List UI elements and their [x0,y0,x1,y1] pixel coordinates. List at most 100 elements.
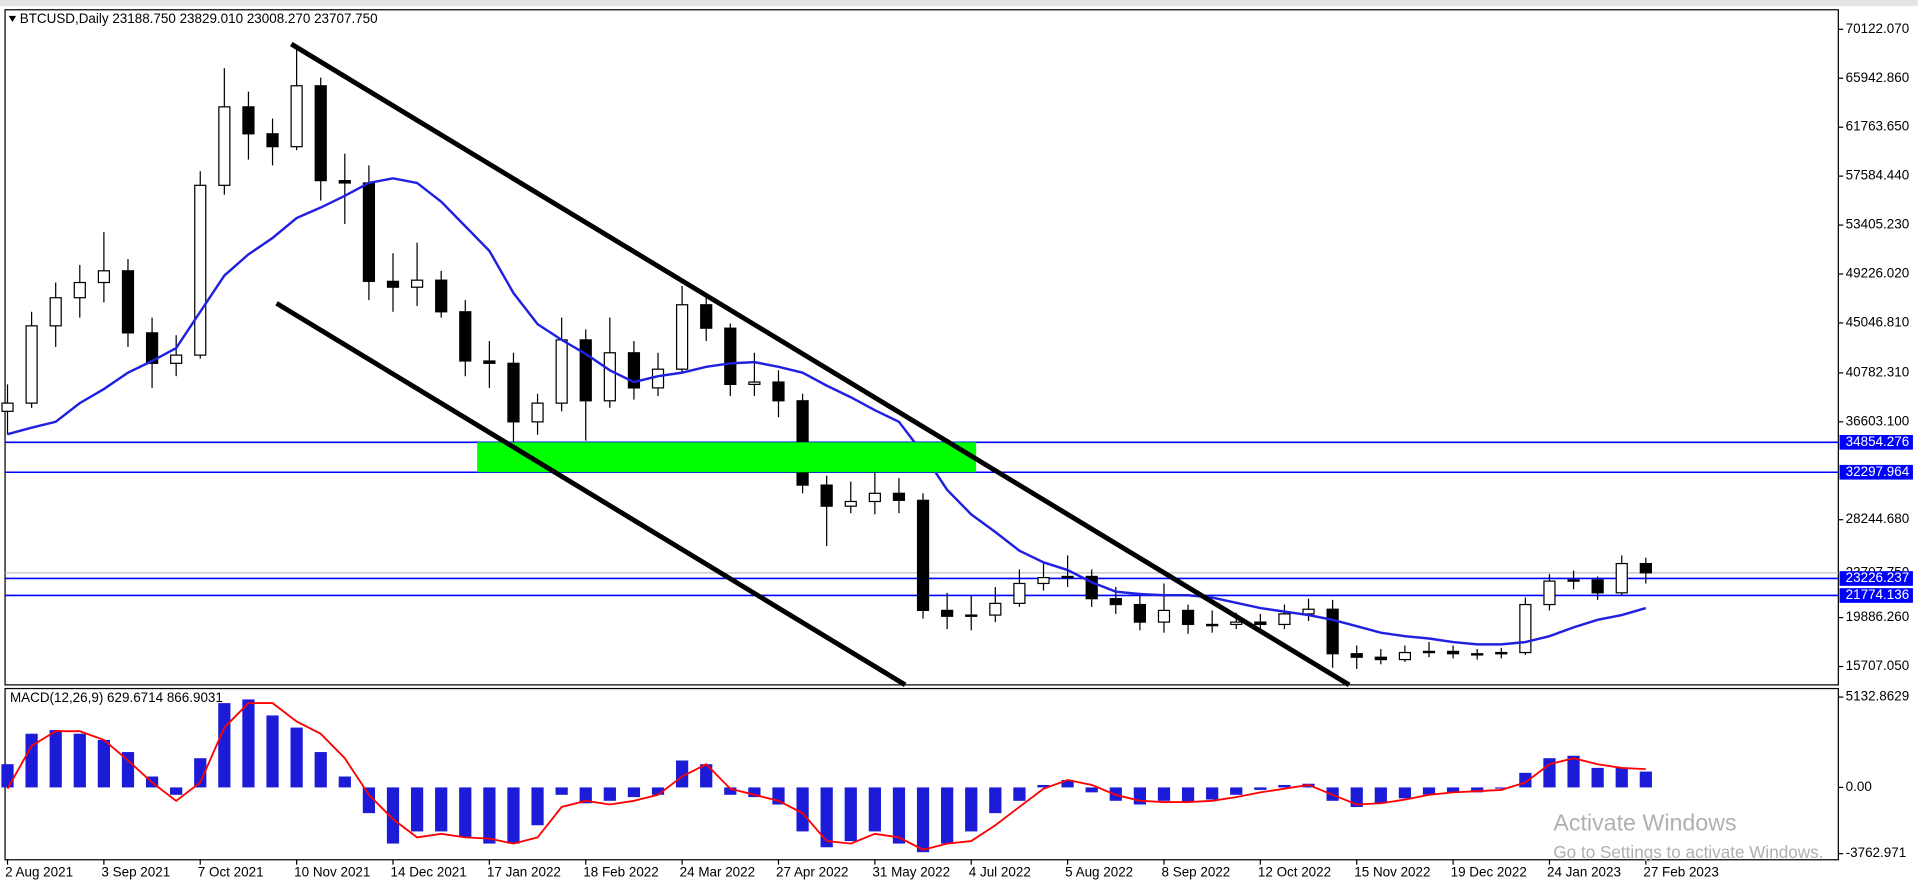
price-panel-frame [4,9,1839,686]
macd-bar [965,787,978,832]
x-tick-label: 19 Dec 2022 [1451,865,1527,880]
x-tick-label: 24 Mar 2022 [680,865,755,880]
candle-body [1591,579,1604,594]
x-tick-label: 2 Aug 2021 [5,865,73,880]
y-tick-label: 40782.310 [1846,364,1910,379]
macd-bar [651,787,665,795]
signal-line [6,702,1646,851]
y-tick-label: 19886.260 [1846,609,1910,624]
macd-bar [941,787,954,844]
candle-body [1230,621,1243,626]
labels-layer: 70122.070 65942.860 61763.650 57584.440 5340… [5,21,1913,880]
candle-body [1519,603,1532,654]
macd-bar [627,787,641,798]
candle-body [338,180,351,184]
candle-body [73,281,86,299]
candle-body [1398,651,1412,661]
x-tick-label: 27 Apr 2022 [776,865,848,880]
price-title: BTCUSD,Daily 23188.750 23829.010 23008.2… [20,11,378,26]
candle-body [435,279,448,313]
y-tick-label: 28244.680 [1846,511,1910,526]
watermark-subtitle: Go to Settings to activate Windows. [1553,843,1823,862]
candle-body [748,381,761,386]
candle-body [1639,562,1652,574]
macd-bar [170,787,183,795]
macd-bar [1495,787,1508,789]
candle-body [531,402,544,423]
candle-body [1278,613,1291,626]
candle-body [555,339,568,404]
channel-upper-line [289,41,1351,687]
macd-bar [579,787,592,804]
y-tick-label: 49226.020 [1846,266,1910,281]
candle-body [266,133,279,148]
x-tick-label: 3 Sep 2021 [101,865,170,880]
candle-body [507,362,520,423]
macd-bar [218,703,231,788]
level-label: 34854.276 [1846,434,1910,449]
candle-body [820,484,833,507]
watermark-title: Activate Windows [1553,809,1736,835]
y-tick-label: 15707.050 [1846,658,1910,673]
macd-bar [1230,787,1243,795]
candle-body [651,368,665,389]
candle-body [1302,608,1315,615]
y-tick-label: 53405.230 [1846,217,1910,232]
macd-bar [49,730,62,788]
y-tick-label: 65942.860 [1846,70,1910,85]
candle-body [1157,609,1171,623]
macd-bar [1446,787,1460,793]
candle-body [170,354,183,364]
macd-bar [507,787,520,844]
macd-bar [290,727,303,788]
candle-body [772,381,785,402]
macd-bar [1374,787,1387,804]
y-tick-label: 57584.440 [1846,168,1910,183]
candle-body [362,182,376,282]
candle-body [1543,580,1556,606]
macd-bar [1157,787,1171,801]
macd-title: MACD(12,26,9) 629.6714 866.9031 [10,690,223,705]
macd-bar [1591,767,1604,788]
macd-bar [1206,787,1219,800]
macd-bar [989,787,1002,814]
macd-bar [1254,787,1267,790]
candle-body [1374,656,1387,661]
candle-body [1013,582,1026,604]
macd-bar [362,787,376,814]
macd-bar [724,787,737,795]
moving-average-line [7,177,1647,646]
candle-body [386,280,400,288]
macd-bar [97,739,110,788]
level-label-box [1839,434,1913,450]
candle-body [97,270,110,284]
macd-bar [1350,787,1363,807]
macd-bar [1567,755,1580,788]
macd-bar [820,787,833,848]
macd-bar [1061,780,1074,788]
macd-bar [338,776,351,788]
macd-bar [1615,767,1628,788]
candle-body [1109,598,1122,606]
macd-bar [555,787,568,795]
macd-bar [700,764,713,788]
candle-body [290,85,303,148]
level-label-box [1839,464,1913,480]
candle-body [1495,651,1508,655]
support-zone [477,442,977,473]
candle-body [483,360,496,364]
macd-bar [892,787,906,844]
candle-body [1350,653,1363,658]
candle-body [1615,562,1628,594]
candle-body [1326,608,1339,655]
candle-body [724,327,737,386]
y-tick-label: 36603.100 [1846,413,1910,428]
candle-body [218,106,231,186]
macd-bar [386,787,400,844]
candle-body [1422,650,1436,654]
macd-bar [1,764,14,788]
x-tick-label: 24 Jan 2023 [1547,865,1621,880]
candle-body [1061,575,1074,579]
macd-bar [242,699,255,788]
macd-bar [1181,787,1195,803]
